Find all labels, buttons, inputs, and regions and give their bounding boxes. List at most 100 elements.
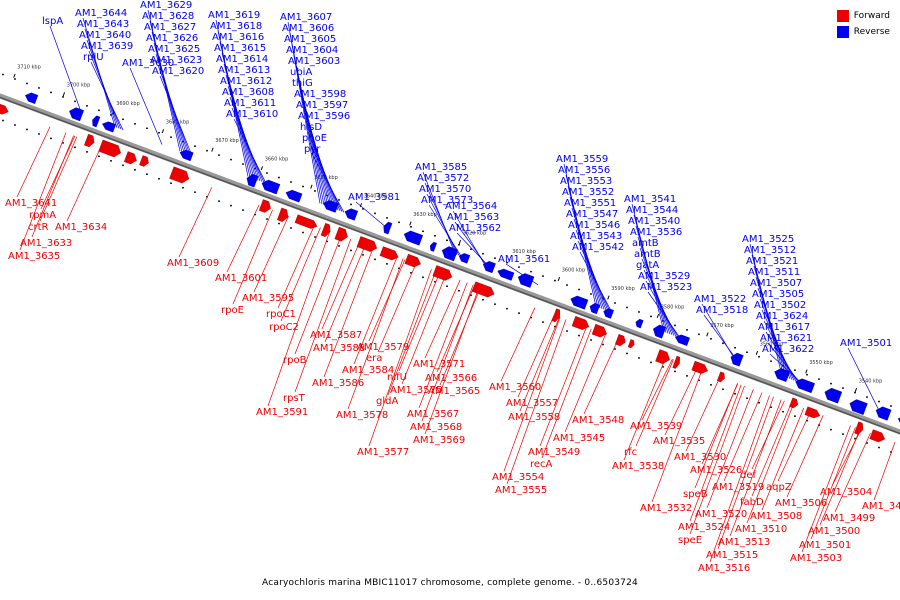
forward-gene-label[interactable]: AM1_3569 (413, 435, 465, 446)
reverse-gene-label[interactable]: AM1_3622 (762, 344, 814, 355)
forward-gene-label[interactable]: AM1_3591 (256, 407, 308, 418)
forward-gene-label[interactable]: AM1_3555 (495, 485, 547, 496)
reverse-gene-label[interactable]: AM1_3570 (419, 184, 471, 195)
reverse-gene-label[interactable]: AM1_3620 (152, 66, 204, 77)
forward-gene-label[interactable]: AM1_3499 (823, 513, 875, 524)
reverse-gene-label[interactable]: AM1_3511 (748, 267, 800, 278)
forward-gene-label[interactable]: AM1_3587 (310, 330, 362, 341)
reverse-gene-label[interactable]: AM1_3616 (212, 32, 264, 43)
reverse-gene-label[interactable]: AM1_3505 (752, 289, 804, 300)
forward-gene-label[interactable]: AM1_3588 (313, 343, 365, 354)
forward-gene-label[interactable]: AM1_3635 (8, 251, 60, 262)
forward-gene-label[interactable]: rfc (624, 447, 637, 458)
forward-gene-label[interactable]: AM1_3506 (775, 498, 827, 509)
reverse-gene-label[interactable]: AM1_3502 (754, 300, 806, 311)
reverse-gene-label[interactable]: AM1_3612 (220, 76, 272, 87)
reverse-gene-label[interactable]: AM1_3629 (140, 0, 192, 11)
reverse-gene-label[interactable]: AM1_3536 (630, 227, 682, 238)
reverse-gene-label[interactable]: AM1_3625 (148, 44, 200, 55)
forward-gene-label[interactable]: AM1_3586 (312, 378, 364, 389)
forward-gene-label[interactable]: AM1_3579 (357, 342, 409, 353)
reverse-gene-label[interactable]: AM1_3541 (624, 194, 676, 205)
reverse-gene-label[interactable]: AM1_3544 (626, 205, 678, 216)
forward-gene-label[interactable]: speE (678, 535, 702, 546)
reverse-gene-label[interactable]: AM1_3547 (566, 209, 618, 220)
reverse-gene-label[interactable]: AM1_3559 (556, 154, 608, 165)
reverse-gene-label[interactable]: AM1_3525 (742, 234, 794, 245)
reverse-gene-label[interactable]: pyr (304, 144, 321, 155)
forward-gene-label[interactable]: def (740, 470, 757, 481)
forward-gene-label[interactable]: AM1_3575 (390, 385, 442, 396)
reverse-gene-label[interactable]: AM1_3605 (284, 34, 336, 45)
reverse-gene-label[interactable]: AM1_3639 (81, 41, 133, 52)
reverse-gene-label[interactable]: AM1_3551 (564, 198, 616, 209)
reverse-gene-label[interactable]: AM1_3630 (122, 58, 174, 69)
forward-gene-label[interactable]: AM1_3520 (695, 509, 747, 520)
forward-gene-label[interactable]: AM1_3519 (712, 482, 764, 493)
forward-gene-label[interactable]: AM1_3532 (640, 503, 692, 514)
reverse-gene-label[interactable]: AM1_3619 (208, 10, 260, 21)
reverse-gene-label[interactable]: AM1_3573 (421, 195, 473, 206)
forward-gene-label[interactable]: crtR (28, 222, 49, 233)
forward-gene-label[interactable]: fabD (740, 497, 764, 508)
forward-gene-label[interactable]: rpoE (221, 305, 244, 316)
forward-gene-label[interactable]: AM1_3508 (750, 511, 802, 522)
forward-gene-label[interactable]: AM1_3526 (690, 465, 742, 476)
reverse-gene-label[interactable]: AM1_3606 (282, 23, 334, 34)
reverse-gene-label[interactable]: AM1_3523 (640, 282, 692, 293)
reverse-gene-label[interactable]: AM1_3611 (224, 98, 276, 109)
forward-gene-label[interactable]: AM1_3515 (706, 550, 758, 561)
forward-gene-label[interactable]: AM1_3530 (674, 452, 726, 463)
forward-gene-label[interactable]: AM1_3504 (820, 487, 872, 498)
reverse-gene-label[interactable]: thiG (292, 78, 313, 89)
reverse-gene-label[interactable]: AM1_3640 (79, 30, 131, 41)
reverse-gene-label[interactable]: AM1_3563 (447, 212, 499, 223)
forward-gene-label[interactable]: gldA (376, 396, 398, 407)
reverse-gene-label[interactable]: AM1_3624 (756, 311, 808, 322)
forward-gene-label[interactable]: AM1_3595 (242, 293, 294, 304)
forward-gene-label[interactable]: AM1_3560 (489, 382, 541, 393)
forward-gene-label[interactable]: AM1_3584 (342, 365, 394, 376)
forward-gene-label[interactable]: AM1_3577 (357, 447, 409, 458)
forward-gene-label[interactable]: AM1_3539 (630, 421, 682, 432)
forward-gene-label[interactable]: AM1_3498 (862, 501, 900, 512)
reverse-gene-label[interactable]: ubiA (290, 67, 312, 78)
reverse-gene-label[interactable]: AM1_3546 (568, 220, 620, 231)
forward-gene-label[interactable]: AM1_3510 (735, 524, 787, 535)
reverse-gene-label[interactable]: AM1_3627 (144, 22, 196, 33)
reverse-gene-label[interactable]: phoE (302, 133, 327, 144)
forward-gene-label[interactable]: AM1_3500 (808, 526, 860, 537)
reverse-gene-label[interactable]: AM1_3644 (75, 8, 127, 19)
reverse-gene-label[interactable]: AM1_3610 (226, 109, 278, 120)
reverse-gene-label[interactable]: AM1_3608 (222, 87, 274, 98)
forward-gene-label[interactable]: AM1_3566 (425, 373, 477, 384)
forward-gene-label[interactable]: rpoC2 (269, 322, 299, 333)
reverse-gene-label[interactable]: AM1_3597 (296, 100, 348, 111)
reverse-gene-label[interactable]: AM1_3621 (760, 333, 812, 344)
forward-gene-label[interactable]: AM1_3554 (492, 472, 544, 483)
reverse-gene-label[interactable]: AM1_3552 (562, 187, 614, 198)
reverse-gene-label[interactable]: AM1_3572 (417, 173, 469, 184)
forward-gene-label[interactable]: AM1_3545 (553, 433, 605, 444)
reverse-gene-label[interactable]: AM1_3614 (216, 54, 268, 65)
forward-gene-label[interactable]: AM1_3558 (508, 412, 560, 423)
reverse-gene-label[interactable]: AM1_3529 (638, 271, 690, 282)
reverse-gene-label[interactable]: AM1_3543 (570, 231, 622, 242)
reverse-gene-label[interactable]: AM1_3607 (280, 12, 332, 23)
reverse-gene-label[interactable]: AM1_3604 (286, 45, 338, 56)
reverse-gene-label[interactable]: AM1_3564 (445, 201, 497, 212)
reverse-gene-label[interactable]: AM1_3617 (758, 322, 810, 333)
reverse-gene-label[interactable]: AM1_3598 (294, 89, 346, 100)
reverse-gene-label[interactable]: AM1_3596 (298, 111, 350, 122)
forward-gene-label[interactable]: AM1_3578 (336, 410, 388, 421)
reverse-gene-label[interactable]: AM1_3518 (696, 305, 748, 316)
reverse-gene-label[interactable]: AM1_3522 (694, 294, 746, 305)
forward-gene-label[interactable]: AM1_3634 (55, 222, 107, 233)
reverse-gene-label[interactable]: AM1_3603 (288, 56, 340, 67)
reverse-gene-label[interactable]: AM1_3643 (77, 19, 129, 30)
forward-gene-label[interactable]: speB (683, 489, 708, 500)
forward-gene-label[interactable]: rpmA (29, 210, 56, 221)
forward-gene-label[interactable]: aqpZ (766, 482, 792, 493)
reverse-gene-label[interactable]: hisD (300, 122, 322, 133)
reverse-gene-label[interactable]: AM1_3613 (218, 65, 270, 76)
